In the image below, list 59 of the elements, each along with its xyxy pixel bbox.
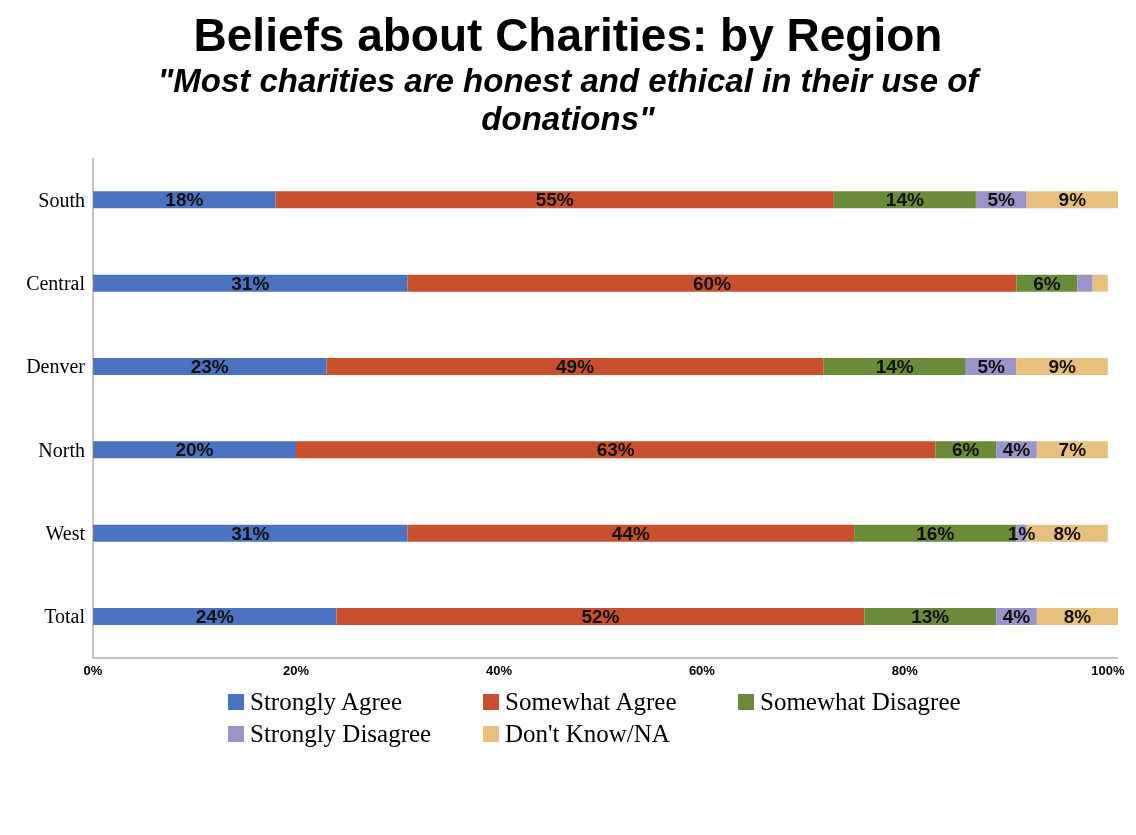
data-label: 16% (916, 522, 955, 544)
data-label: 63% (596, 439, 635, 461)
bar (275, 191, 834, 209)
legend-label: Somewhat Agree (505, 688, 677, 716)
data-label: 49% (556, 356, 595, 377)
data-label: 18% (165, 189, 204, 211)
data-label: 5% (987, 189, 1016, 211)
data-label: 44% (611, 522, 650, 544)
bar (1077, 274, 1093, 292)
x-tick-label: 100% (1091, 663, 1125, 679)
x-tick-label: 80% (891, 663, 919, 679)
data-label: 20% (175, 439, 214, 461)
legend-label: Don't Know/NA (505, 720, 670, 748)
data-label: 14% (875, 356, 914, 377)
y-tick-label: North (38, 438, 85, 461)
data-label: 14% (885, 189, 924, 211)
legend-label: Somewhat Disagree (760, 688, 961, 716)
data-label: 4% (1002, 606, 1031, 627)
y-tick-label: Central (26, 272, 86, 295)
data-label: 23% (190, 356, 229, 377)
chart-subtitle: "Most charities are honest and ethical in their use of donations" (156, 62, 982, 138)
bar (93, 358, 327, 375)
bar (1092, 274, 1108, 292)
data-label: 13% (911, 606, 950, 627)
y-tick-label: South (38, 188, 85, 211)
data-label: 6% (1033, 272, 1061, 294)
data-label: 31% (231, 522, 270, 544)
data-label: 8% (1053, 522, 1082, 544)
data-label: 9% (1058, 189, 1087, 211)
bar (93, 274, 408, 292)
data-label: 31% (231, 272, 270, 294)
data-label: 5% (977, 356, 1005, 377)
data-label: 24% (195, 606, 234, 627)
bar (93, 524, 408, 542)
data-label: 9% (1048, 356, 1077, 377)
bar (93, 608, 337, 625)
x-tick-label: 20% (282, 663, 310, 679)
data-label: 8% (1063, 606, 1092, 627)
y-tick-label: West (45, 522, 86, 545)
y-tick-label: Total (44, 605, 86, 628)
bar (93, 441, 296, 459)
data-label: 55% (535, 189, 574, 211)
legend-label: Strongly Disagree (250, 720, 432, 748)
data-label: 7% (1058, 439, 1087, 461)
x-tick-label: 40% (485, 663, 513, 679)
x-tick-label: 60% (688, 663, 716, 679)
data-label: 60% (693, 272, 732, 294)
data-label: 6% (952, 439, 980, 461)
bar (407, 274, 1017, 292)
legend-label: Strongly Agree (250, 688, 403, 716)
bar (295, 441, 936, 459)
data-label: 52% (581, 606, 620, 627)
y-tick-label: Denver (26, 355, 86, 378)
bar (407, 524, 855, 542)
x-tick-label: 0% (83, 663, 103, 679)
chart-title: Beliefs about Charities: by Region (192, 8, 944, 62)
data-label: 4% (1002, 439, 1031, 461)
bar (326, 358, 824, 375)
bar (336, 608, 865, 625)
